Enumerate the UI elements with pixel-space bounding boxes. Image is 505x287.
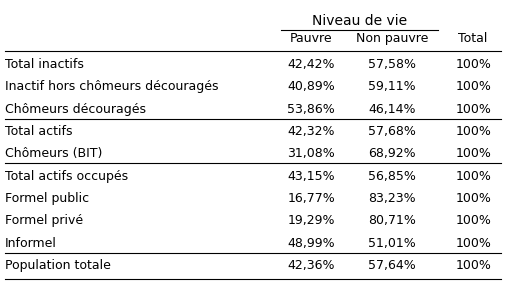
Text: Population totale: Population totale [5, 259, 111, 272]
Text: 43,15%: 43,15% [287, 170, 334, 183]
Text: 83,23%: 83,23% [368, 192, 415, 205]
Text: 100%: 100% [454, 103, 490, 116]
Text: 80,71%: 80,71% [368, 214, 415, 227]
Text: 100%: 100% [454, 80, 490, 93]
Text: 100%: 100% [454, 237, 490, 250]
Text: 100%: 100% [454, 58, 490, 71]
Text: 53,86%: 53,86% [287, 103, 334, 116]
Text: 42,32%: 42,32% [287, 125, 334, 138]
Text: 16,77%: 16,77% [287, 192, 334, 205]
Text: 46,14%: 46,14% [368, 103, 415, 116]
Text: 56,85%: 56,85% [368, 170, 415, 183]
Text: 51,01%: 51,01% [368, 237, 415, 250]
Text: 31,08%: 31,08% [287, 147, 334, 160]
Text: 42,42%: 42,42% [287, 58, 334, 71]
Text: 100%: 100% [454, 259, 490, 272]
Text: Total: Total [458, 32, 487, 45]
Text: 68,92%: 68,92% [368, 147, 415, 160]
Text: 100%: 100% [454, 192, 490, 205]
Text: Total actifs: Total actifs [5, 125, 72, 138]
Text: Formel privé: Formel privé [5, 214, 83, 227]
Text: 42,36%: 42,36% [287, 259, 334, 272]
Text: 19,29%: 19,29% [287, 214, 334, 227]
Text: 100%: 100% [454, 125, 490, 138]
Text: 59,11%: 59,11% [368, 80, 415, 93]
Text: Formel public: Formel public [5, 192, 89, 205]
Text: 100%: 100% [454, 170, 490, 183]
Text: Pauvre: Pauvre [289, 32, 332, 45]
Text: Informel: Informel [5, 237, 57, 250]
Text: Chômeurs (BIT): Chômeurs (BIT) [5, 147, 102, 160]
Text: 100%: 100% [454, 214, 490, 227]
Text: Inactif hors chômeurs découragés: Inactif hors chômeurs découragés [5, 80, 218, 93]
Text: Niveau de vie: Niveau de vie [311, 14, 406, 28]
Text: 57,58%: 57,58% [368, 58, 415, 71]
Text: 40,89%: 40,89% [287, 80, 334, 93]
Text: 48,99%: 48,99% [287, 237, 334, 250]
Text: 57,68%: 57,68% [368, 125, 415, 138]
Text: Non pauvre: Non pauvre [355, 32, 428, 45]
Text: Chômeurs découragés: Chômeurs découragés [5, 103, 146, 116]
Text: 100%: 100% [454, 147, 490, 160]
Text: 57,64%: 57,64% [368, 259, 415, 272]
Text: Total actifs occupés: Total actifs occupés [5, 170, 128, 183]
Text: Total inactifs: Total inactifs [5, 58, 84, 71]
